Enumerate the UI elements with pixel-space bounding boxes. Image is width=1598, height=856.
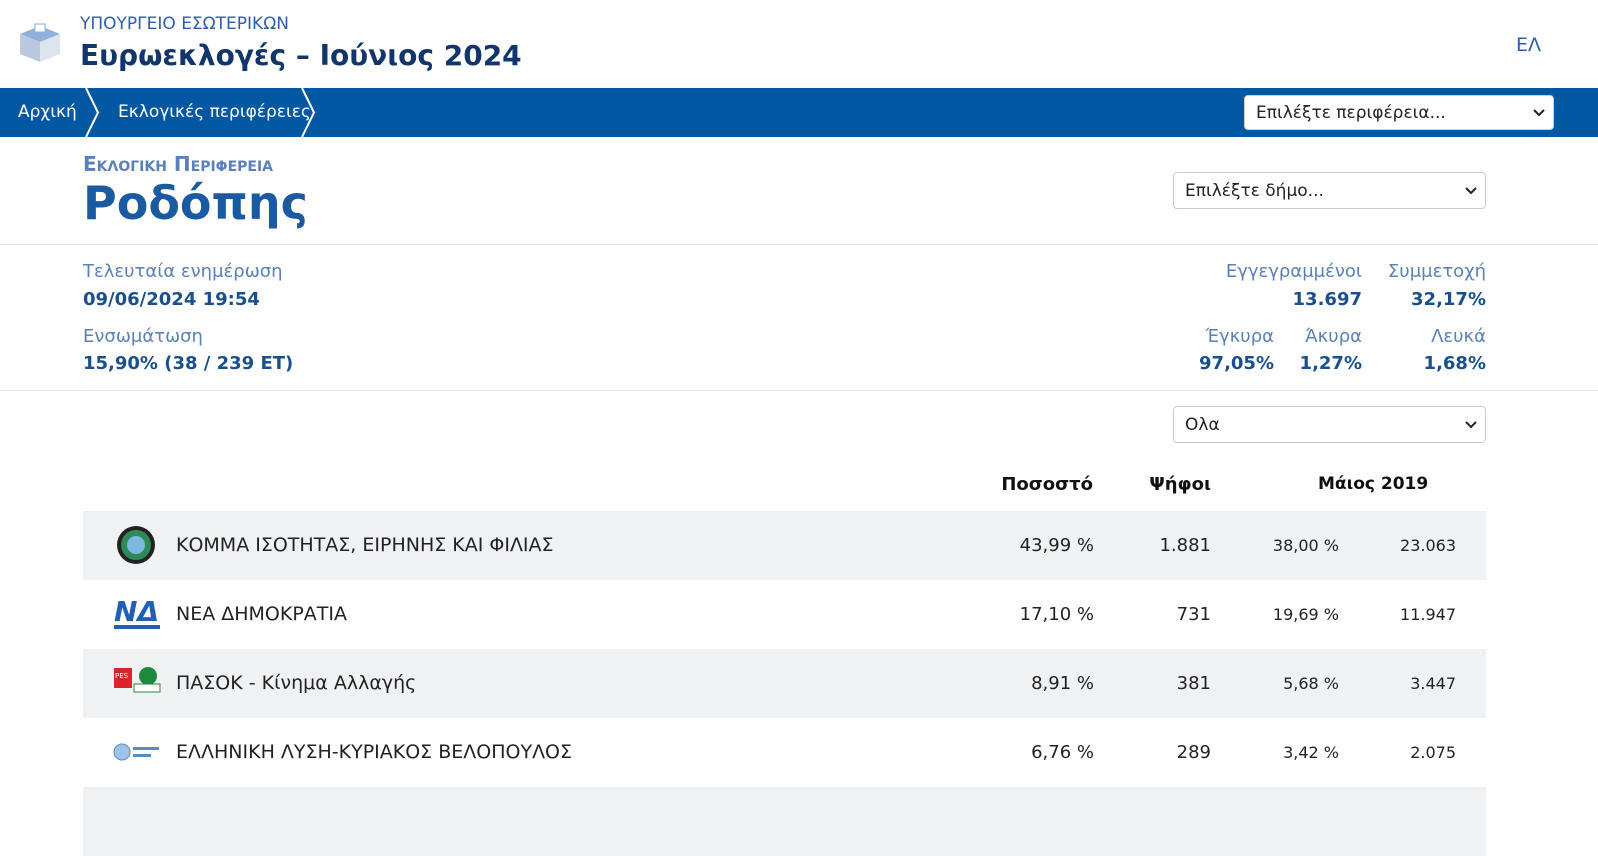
region-name: Ροδόπης bbox=[83, 176, 308, 230]
svg-text:ΝΔ: ΝΔ bbox=[114, 595, 159, 628]
select-text: Επιλέξτε περιφέρεια... bbox=[1256, 102, 1446, 123]
percentage: 8,91 % bbox=[1031, 673, 1094, 694]
svg-text:PES: PES bbox=[115, 672, 129, 680]
blank-label: Λευκά bbox=[1431, 326, 1486, 347]
party-logo: ΝΔ bbox=[114, 595, 160, 629]
percentage: 43,99 % bbox=[1019, 535, 1094, 556]
percentage: 17,10 % bbox=[1019, 604, 1094, 625]
valid: 97,05% bbox=[1199, 353, 1274, 374]
party-name: ΝΕΑ ΔΗΜΟΚΡΑΤΙΑ bbox=[176, 603, 348, 625]
votes: 381 bbox=[1176, 673, 1211, 694]
incorporation-label: Ενσωμάτωση bbox=[83, 326, 203, 347]
registered-label: Εγγεγραμμένοι bbox=[1225, 261, 1362, 282]
votes-2019: 23.063 bbox=[1400, 536, 1456, 555]
party-logo bbox=[117, 526, 155, 564]
region-select[interactable]: Επιλέξτε περιφέρεια... bbox=[1244, 95, 1554, 130]
breadcrumb[interactable]: Εκλογικές περιφέρειες bbox=[118, 102, 311, 122]
percentage: 6,76 % bbox=[1031, 742, 1094, 763]
ministry: ΥΠΟΥΡΓΕΙΟ ΕΣΩΤΕΡΙΚΩΝ bbox=[80, 14, 289, 34]
party-name: ΠΑΣΟΚ - Κίνημα Αλλαγής bbox=[176, 672, 417, 694]
invalid: 1,27% bbox=[1299, 353, 1362, 374]
incorporation: 15,90% (38 / 239 ΕΤ) bbox=[83, 353, 294, 374]
site-title: Ευρωεκλογές – Ιούνιος 2024 bbox=[80, 39, 522, 72]
percentage-2019: 19,69 % bbox=[1272, 605, 1339, 624]
party-logo bbox=[113, 743, 159, 761]
votes-2019: 3.447 bbox=[1410, 674, 1456, 693]
last-update: 09/06/2024 19:54 bbox=[83, 289, 260, 310]
select-text: Επιλέξτε δήμο... bbox=[1185, 180, 1324, 201]
registered: 13.697 bbox=[1292, 289, 1362, 310]
select-text: Ολα bbox=[1185, 414, 1220, 435]
votes-2019: 2.075 bbox=[1410, 743, 1456, 762]
chevron bbox=[1465, 186, 1477, 194]
percentage-2019: 3,42 % bbox=[1283, 743, 1339, 762]
votes: 1.881 bbox=[1159, 535, 1211, 556]
divider bbox=[0, 390, 1598, 391]
municipality-select[interactable]: Επιλέξτε δήμο... bbox=[1173, 172, 1486, 209]
column-header: Ποσοστό bbox=[1001, 474, 1093, 495]
table-row bbox=[83, 787, 1486, 856]
column-header: Ψήφοι bbox=[1149, 474, 1211, 495]
votes-2019: 11.947 bbox=[1400, 605, 1456, 624]
table-row: ΕΛΛΗΝΙΚΗ ΛΥΣΗ-ΚΥΡΙΑΚΟΣ ΒΕΛΟΠΟΥΛΟΣ 6,76 % 2… bbox=[83, 718, 1486, 787]
chevron bbox=[1533, 108, 1545, 116]
table-row: ΚΟΜΜΑ ΙΣΟΤΗΤΑΣ, ΕΙΡΗΝΗΣ ΚΑΙ ΦΙΛΙΑΣ 43,99 … bbox=[83, 511, 1486, 580]
header: ΥΠΟΥΡΓΕΙΟ ΕΣΩΤΕΡΙΚΩΝ Ευρωεκλογές – Ιούνι… bbox=[0, 0, 1598, 88]
turnout-label: Συμμετοχή bbox=[1387, 261, 1486, 282]
party-logo: PES bbox=[114, 667, 161, 693]
votes: 731 bbox=[1176, 604, 1211, 625]
percentage-2019: 5,68 % bbox=[1283, 674, 1339, 693]
turnout: 32,17% bbox=[1411, 289, 1486, 310]
valid-label: Έγκυρα bbox=[1205, 326, 1274, 347]
divider bbox=[0, 244, 1598, 245]
column-header: Μάιος 2019 bbox=[1318, 474, 1429, 494]
breadcrumb-separator bbox=[301, 88, 316, 137]
ballot-box-logo bbox=[20, 23, 60, 62]
table-row: ΝΔ ΝΕΑ ΔΗΜΟΚΡΑΤΙΑ 17,10 % 731 19,69 % 11.947 bbox=[83, 580, 1486, 649]
breadcrumb-separator bbox=[85, 88, 100, 137]
filter-select[interactable]: Ολα bbox=[1173, 406, 1486, 443]
invalid-label: Άκυρα bbox=[1305, 326, 1362, 347]
region-label: Εκλογική Περιφέρεια bbox=[83, 152, 274, 176]
blank: 1,68% bbox=[1423, 353, 1486, 374]
votes: 289 bbox=[1176, 742, 1211, 763]
breadcrumb[interactable]: Αρχική bbox=[18, 102, 77, 122]
table-row: PES ΠΑΣΟΚ - Κίνημα Αλλαγής 8,91 % 381 5,68 %… bbox=[83, 649, 1486, 718]
party-name: ΕΛΛΗΝΙΚΗ ΛΥΣΗ-ΚΥΡΙΑΚΟΣ ΒΕΛΟΠΟΥΛΟΣ bbox=[176, 741, 573, 763]
breadcrumb-bar: Αρχική Εκλογικές περιφέρειες Επιλέξτε πε… bbox=[0, 88, 1598, 137]
percentage-2019: 38,00 % bbox=[1272, 536, 1339, 555]
party-name: ΚΟΜΜΑ ΙΣΟΤΗΤΑΣ, ΕΙΡΗΝΗΣ ΚΑΙ ΦΙΛΙΑΣ bbox=[176, 534, 554, 556]
language-switch[interactable]: ΕΛ bbox=[1516, 34, 1542, 56]
chevron bbox=[1465, 420, 1477, 428]
last-update-label: Τελευταία ενημέρωση bbox=[83, 261, 283, 282]
